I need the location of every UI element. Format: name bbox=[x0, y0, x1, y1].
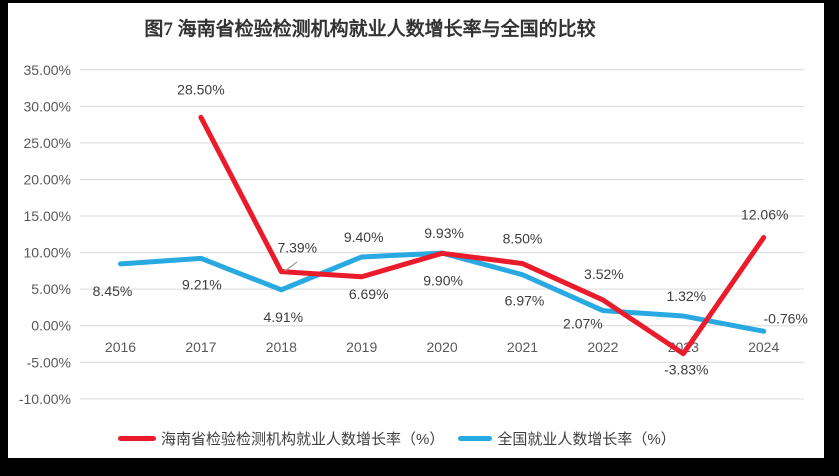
x-axis-tick-label: 2022 bbox=[587, 339, 618, 355]
y-axis-tick-label: 10.00% bbox=[24, 245, 71, 261]
data-label-hainan: 9.90% bbox=[423, 272, 463, 288]
series-line-hainan bbox=[198, 114, 767, 357]
data-label-hainan: 28.50% bbox=[177, 81, 224, 97]
x-axis-tick-label: 2020 bbox=[427, 339, 458, 355]
data-label-national: -0.76% bbox=[764, 310, 808, 326]
data-label-national: 9.93% bbox=[424, 225, 464, 241]
legend-label-national: 全国就业人数增长率（%） bbox=[497, 430, 676, 448]
data-label-hainan: 12.06% bbox=[741, 207, 788, 223]
data-label-hainan: 8.50% bbox=[503, 231, 543, 247]
chart-canvas bbox=[8, 3, 824, 458]
data-label-hainan: 6.69% bbox=[349, 286, 389, 302]
y-axis-tick-label: 5.00% bbox=[31, 281, 71, 297]
data-label-hainan: 3.52% bbox=[584, 266, 624, 282]
y-axis-tick-label: 15.00% bbox=[24, 208, 71, 224]
data-label-national: 4.91% bbox=[263, 309, 303, 325]
y-axis-tick-label: 20.00% bbox=[24, 171, 71, 187]
data-label-hainan: -3.83% bbox=[664, 362, 708, 378]
data-label-national: 6.97% bbox=[505, 293, 545, 309]
data-label-national: 9.40% bbox=[344, 229, 384, 245]
chart-title: 图7 海南省检验检测机构就业人数增长率与全国的比较 bbox=[144, 19, 596, 40]
x-axis-tick-label: 2018 bbox=[266, 339, 297, 355]
data-label-national: 8.45% bbox=[93, 283, 133, 299]
y-axis-tick-label: 25.00% bbox=[24, 135, 71, 151]
x-axis-tick-label: 2021 bbox=[507, 339, 538, 355]
data-label-national: 9.21% bbox=[182, 276, 222, 292]
y-axis-tick-label: -10.00% bbox=[19, 391, 71, 407]
data-label-national: 2.07% bbox=[563, 316, 603, 332]
y-axis-tick-label: 30.00% bbox=[24, 98, 71, 114]
x-axis-tick-label: 2017 bbox=[185, 339, 216, 355]
x-axis-tick-label: 2016 bbox=[105, 339, 136, 355]
y-axis-tick-label: 0.00% bbox=[31, 318, 71, 334]
data-label-hainan: 7.39% bbox=[277, 240, 317, 256]
y-axis-tick-label: 35.00% bbox=[24, 62, 71, 78]
x-axis-tick-label: 2024 bbox=[748, 339, 779, 355]
x-axis-tick-label: 2019 bbox=[346, 339, 377, 355]
label-leader-line bbox=[284, 261, 298, 272]
legend-item-hainan: 海南省检验检测机构就业人数增长率（%） bbox=[118, 428, 444, 449]
legend-swatch-hainan-line bbox=[118, 435, 156, 441]
chart-legend: 海南省检验检测机构就业人数增长率（%） 全国就业人数增长率（%） bbox=[118, 428, 676, 448]
y-axis-tick-label: -5.00% bbox=[27, 354, 71, 370]
data-label-national: 1.32% bbox=[666, 288, 706, 304]
legend-label-hainan: 海南省检验检测机构就业人数增长率（%） bbox=[161, 430, 445, 448]
legend-swatch-national-line bbox=[458, 435, 493, 441]
legend-item-national: 全国就业人数增长率（%） bbox=[458, 428, 676, 449]
